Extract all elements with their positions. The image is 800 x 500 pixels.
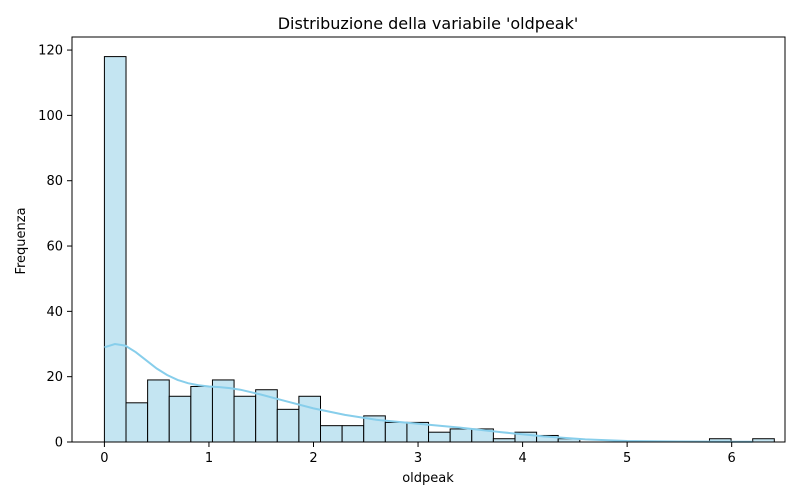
histogram-bar — [341, 425, 365, 443]
y-tick-label: 100 — [38, 109, 63, 124]
histogram-bar — [103, 56, 127, 443]
x-tick-label: 1 — [205, 451, 213, 466]
histogram-bar — [276, 408, 300, 443]
x-tick-label: 3 — [414, 451, 422, 466]
x-tick-label: 6 — [728, 451, 736, 466]
histogram-bar — [125, 402, 149, 443]
histogram-bar — [298, 395, 322, 443]
x-axis-label: oldpeak — [402, 471, 454, 486]
x-axis-ticks: 0 1 2 3 4 5 6 — [100, 442, 736, 466]
histogram-bar — [320, 425, 343, 443]
histogram-bar — [384, 421, 408, 443]
y-tick-label: 0 — [55, 436, 63, 451]
histogram-bar — [147, 379, 170, 443]
y-tick-label: 120 — [38, 44, 63, 59]
bars-group — [103, 56, 775, 443]
y-axis-ticks: 0 20 40 60 80 100 120 — [38, 44, 72, 451]
y-tick-label: 80 — [46, 174, 63, 189]
histogram-bar — [168, 395, 192, 443]
histogram-bar — [190, 385, 213, 443]
y-tick-label: 20 — [46, 370, 63, 385]
x-tick-label: 4 — [518, 451, 526, 466]
plot-area-frame — [71, 36, 786, 443]
histogram-bar — [449, 428, 473, 443]
histogram-bar — [428, 431, 451, 443]
y-tick-label: 40 — [46, 305, 63, 320]
histogram-bar — [233, 395, 257, 443]
x-tick-label: 2 — [309, 451, 317, 466]
x-tick-label: 0 — [100, 451, 108, 466]
y-axis-label: Frequenza — [14, 207, 29, 274]
x-tick-label: 5 — [623, 451, 631, 466]
kde-line — [104, 342, 753, 443]
chart-title: Distribuzione della variabile 'oldpeak' — [278, 14, 579, 33]
y-tick-label: 60 — [46, 240, 63, 255]
